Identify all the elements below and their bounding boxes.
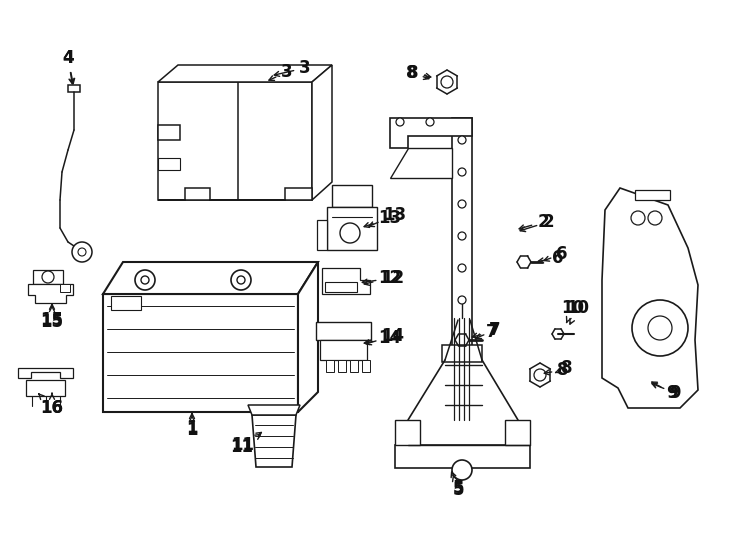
- Polygon shape: [158, 158, 180, 170]
- Text: 1: 1: [186, 415, 197, 439]
- Text: 10: 10: [562, 299, 584, 322]
- Circle shape: [78, 248, 86, 256]
- Circle shape: [458, 264, 466, 272]
- Circle shape: [231, 270, 251, 290]
- Circle shape: [648, 316, 672, 340]
- Text: 7: 7: [476, 321, 501, 339]
- Polygon shape: [325, 282, 357, 292]
- Text: 4: 4: [62, 49, 74, 84]
- Polygon shape: [395, 420, 420, 445]
- Text: 13: 13: [364, 209, 401, 227]
- Text: 8: 8: [406, 64, 429, 82]
- Circle shape: [534, 369, 546, 381]
- Text: 11: 11: [231, 433, 261, 454]
- Polygon shape: [602, 188, 698, 408]
- Text: 9: 9: [652, 382, 677, 402]
- Text: 2: 2: [519, 213, 549, 231]
- Polygon shape: [317, 220, 327, 250]
- Polygon shape: [111, 296, 141, 310]
- Text: 12: 12: [364, 269, 401, 287]
- Polygon shape: [635, 190, 670, 200]
- Circle shape: [458, 296, 466, 304]
- Circle shape: [340, 223, 360, 243]
- Circle shape: [426, 118, 434, 126]
- Polygon shape: [350, 360, 358, 372]
- Polygon shape: [28, 284, 73, 303]
- Polygon shape: [298, 262, 318, 412]
- Polygon shape: [322, 268, 370, 294]
- Text: 16: 16: [39, 394, 64, 417]
- Polygon shape: [33, 270, 63, 284]
- Text: 3: 3: [275, 59, 310, 77]
- Text: 16: 16: [40, 393, 64, 417]
- Text: 8: 8: [545, 361, 569, 379]
- Text: 5: 5: [451, 472, 464, 497]
- Circle shape: [141, 276, 149, 284]
- Circle shape: [458, 232, 466, 240]
- Text: 15: 15: [40, 307, 64, 331]
- Polygon shape: [395, 445, 530, 468]
- Text: 1: 1: [186, 413, 197, 437]
- Polygon shape: [312, 65, 332, 200]
- Polygon shape: [248, 405, 300, 415]
- Circle shape: [648, 211, 662, 225]
- Polygon shape: [18, 368, 73, 378]
- Polygon shape: [362, 360, 370, 372]
- Text: 5: 5: [452, 475, 464, 499]
- Polygon shape: [26, 380, 65, 396]
- Text: 15: 15: [40, 305, 64, 329]
- Polygon shape: [390, 118, 472, 148]
- Text: 3: 3: [269, 63, 293, 81]
- Polygon shape: [68, 85, 80, 92]
- Text: 9: 9: [652, 383, 681, 402]
- Circle shape: [458, 200, 466, 208]
- Circle shape: [458, 136, 466, 144]
- Circle shape: [42, 271, 54, 283]
- Polygon shape: [158, 82, 312, 200]
- Polygon shape: [60, 284, 70, 292]
- Text: 14: 14: [364, 329, 401, 347]
- Polygon shape: [390, 148, 452, 178]
- Text: 4: 4: [62, 49, 75, 84]
- Polygon shape: [158, 188, 312, 200]
- Polygon shape: [327, 207, 377, 250]
- Circle shape: [396, 118, 404, 126]
- Text: 8: 8: [407, 64, 431, 82]
- Circle shape: [632, 300, 688, 356]
- Polygon shape: [316, 322, 371, 340]
- Text: 11: 11: [230, 435, 261, 456]
- Text: 13: 13: [369, 206, 407, 227]
- Polygon shape: [332, 185, 372, 207]
- Circle shape: [458, 168, 466, 176]
- Polygon shape: [103, 262, 318, 294]
- Polygon shape: [442, 345, 482, 362]
- Polygon shape: [158, 65, 332, 82]
- Circle shape: [72, 242, 92, 262]
- Polygon shape: [320, 340, 367, 360]
- Text: 8: 8: [556, 359, 573, 377]
- Text: 6: 6: [538, 249, 564, 267]
- Polygon shape: [338, 360, 346, 372]
- Text: 7: 7: [472, 323, 498, 341]
- Text: 10: 10: [567, 299, 589, 324]
- Circle shape: [441, 76, 453, 88]
- Circle shape: [452, 460, 472, 480]
- Text: 12: 12: [363, 269, 404, 287]
- Text: 14: 14: [366, 327, 404, 345]
- Polygon shape: [326, 360, 334, 372]
- Polygon shape: [103, 294, 298, 412]
- Polygon shape: [452, 118, 472, 355]
- Text: 6: 6: [544, 245, 568, 263]
- Circle shape: [135, 270, 155, 290]
- Polygon shape: [252, 415, 296, 467]
- Polygon shape: [158, 125, 180, 140]
- Circle shape: [237, 276, 245, 284]
- Polygon shape: [505, 420, 530, 445]
- Text: 2: 2: [520, 213, 554, 232]
- Circle shape: [631, 211, 645, 225]
